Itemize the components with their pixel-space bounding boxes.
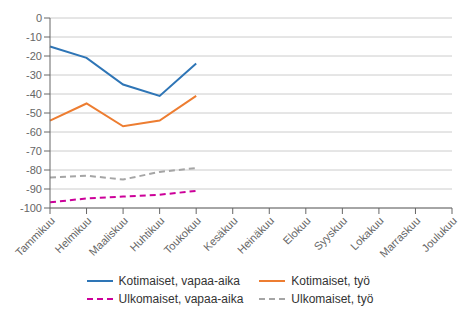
svg-text:0: 0	[36, 12, 42, 24]
svg-text:-70: -70	[26, 145, 42, 157]
svg-text:Huhtikuu: Huhtikuu	[127, 214, 167, 254]
svg-text:Syyskuu: Syyskuu	[311, 214, 349, 252]
svg-text:-20: -20	[26, 50, 42, 62]
svg-text:-40: -40	[26, 88, 42, 100]
html-text:Kotimaiset, vapaa-aika: Kotimaiset, vapaa-aika	[118, 274, 240, 288]
svg-text:Tammikuu: Tammikuu	[13, 214, 57, 258]
svg-text:Toukokuu: Toukokuu	[161, 214, 203, 256]
html-text:Kotimaiset, työ: Kotimaiset, työ	[291, 274, 370, 288]
svg-text:Heinäkuu: Heinäkuu	[235, 214, 276, 255]
svg-text:Lokakuu: Lokakuu	[348, 214, 386, 252]
svg-text:-90: -90	[26, 183, 42, 195]
svg-text:Maaliskuu: Maaliskuu	[87, 214, 131, 258]
svg-text:Kesäkuu: Kesäkuu	[200, 214, 240, 254]
svg-text:-30: -30	[26, 69, 42, 81]
html-text:Ulkomaiset, vapaa-aika: Ulkomaiset, vapaa-aika	[118, 292, 244, 306]
svg-text:Joulukuu: Joulukuu	[419, 214, 459, 254]
svg-text:-60: -60	[26, 126, 42, 138]
svg-text:-100: -100	[20, 202, 42, 214]
svg-text:Helmikuu: Helmikuu	[52, 214, 94, 256]
svg-text:-50: -50	[26, 107, 42, 119]
svg-text:-80: -80	[26, 164, 42, 176]
svg-text:-10: -10	[26, 31, 42, 43]
svg-text:Elokuu: Elokuu	[280, 214, 312, 246]
html-text:Ulkomaiset, työ: Ulkomaiset, työ	[291, 292, 374, 306]
svg-text:Marraskuu: Marraskuu	[377, 214, 422, 259]
